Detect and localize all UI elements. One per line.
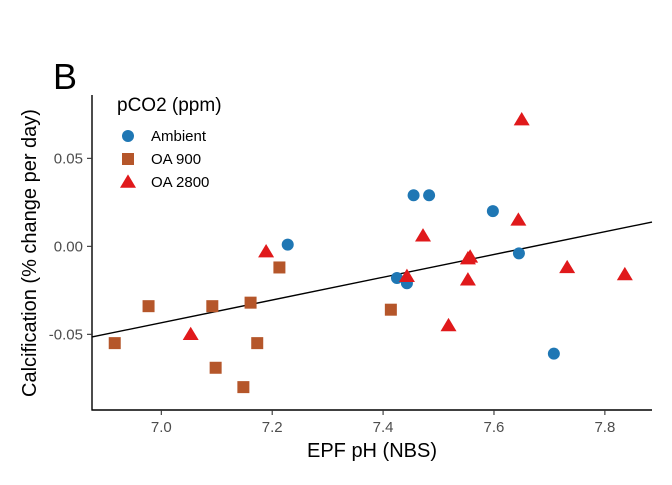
data-point-oa-2800 (398, 268, 415, 282)
legend-key-oa-2800 (120, 174, 136, 188)
data-point-ambient (407, 189, 420, 202)
data-point-oa-900 (108, 337, 121, 350)
x-tick-label: 7.2 (262, 419, 283, 436)
panel-label: B (53, 56, 77, 97)
data-point-oa-2800 (559, 259, 576, 274)
data-point-oa-900 (237, 381, 250, 394)
y-tick-label: -0.05 (49, 326, 83, 343)
data-point-ambient (512, 247, 525, 260)
regression-line (91, 221, 653, 338)
legend-key-oa-900 (122, 153, 134, 165)
legend-label-ambient: Ambient (151, 128, 207, 145)
data-point-oa-900 (384, 303, 397, 316)
data-point-ambient (486, 205, 499, 218)
data-points (108, 112, 633, 394)
x-axis-label: EPF pH (NBS) (307, 440, 437, 462)
data-point-oa-900 (206, 300, 219, 313)
x-tick-label: 7.6 (484, 419, 505, 436)
data-point-oa-2800 (258, 244, 275, 258)
data-point-oa-900 (251, 337, 264, 350)
legend-title: pCO2 (ppm) (117, 95, 222, 116)
legend: pCO2 (ppm) Ambient OA 900 OA 2800 (117, 95, 222, 191)
data-point-oa-900 (244, 296, 257, 309)
regression-line-group (91, 221, 653, 338)
data-point-ambient (423, 189, 436, 202)
y-tick-label: 0.00 (54, 238, 83, 255)
data-point-oa-900 (209, 361, 222, 374)
legend-key-ambient (122, 130, 134, 142)
x-tick-label: 7.8 (594, 419, 615, 436)
legend-label-oa-2800: OA 2800 (151, 174, 209, 191)
x-tick-label: 7.4 (373, 419, 394, 436)
data-point-oa-2800 (459, 272, 476, 286)
data-point-oa-2800 (182, 326, 199, 341)
legend-label-oa-900: OA 900 (151, 151, 201, 168)
data-point-oa-2800 (510, 212, 527, 226)
data-point-ambient (547, 347, 560, 360)
data-point-oa-900 (273, 261, 286, 274)
axes: 7.0 7.2 7.4 7.6 7.8 -0.05 0.00 0.05 (49, 95, 652, 436)
data-point-oa-2800 (462, 249, 479, 263)
x-tick-label: 7.0 (151, 419, 172, 436)
data-point-oa-2800 (440, 317, 457, 332)
data-point-oa-2800 (415, 228, 432, 242)
data-point-oa-2800 (513, 112, 530, 126)
y-axis-label: Calcification (% change per day) (19, 109, 41, 397)
data-point-oa-2800 (616, 266, 633, 281)
data-point-ambient (281, 238, 294, 251)
data-point-oa-900 (142, 300, 155, 313)
y-tick-label: 0.05 (54, 150, 83, 167)
